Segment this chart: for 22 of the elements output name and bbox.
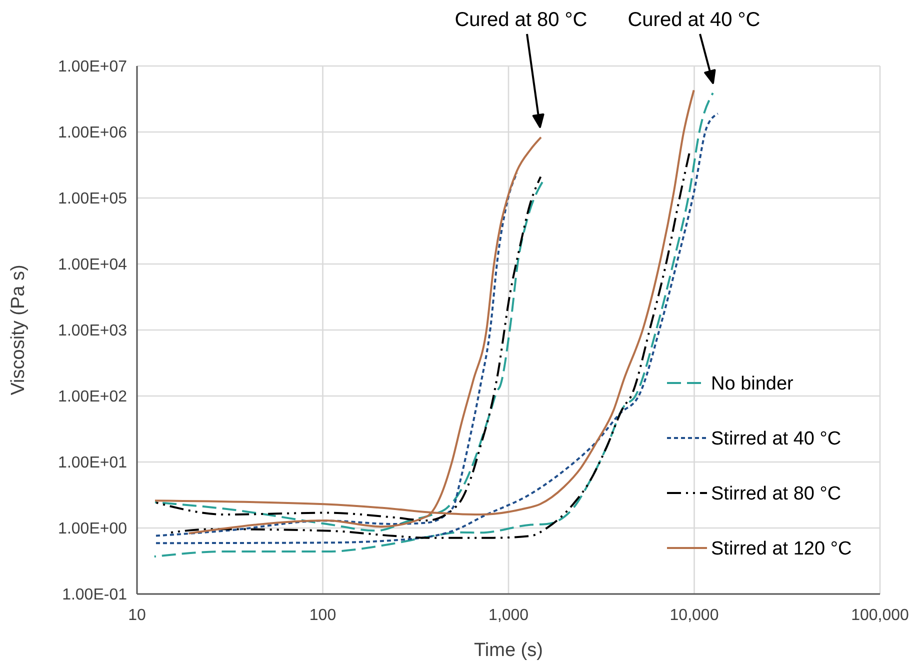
text: Cured at 40 °C [628, 9, 760, 31]
y-tick-label: 1.00E+00 [58, 520, 128, 538]
legend-label: No binder [711, 374, 794, 395]
y-tick-label: 1.00E-01 [62, 586, 128, 604]
x-axis-title: Time (s) [474, 640, 543, 661]
y-tick-label: 1.00E+02 [58, 388, 128, 406]
y-tick-label: 1.00E+05 [58, 190, 128, 208]
x-tick-label: 10 [128, 607, 146, 624]
y-tick-label: 1.00E+06 [58, 124, 128, 142]
y-tick-label: 1.00E+07 [58, 58, 128, 76]
legend-label: Stirred at 80 °C [711, 484, 842, 505]
x-tick-label: 100,000 [851, 607, 910, 624]
y-tick-label: 1.00E+04 [58, 256, 128, 274]
legend-label: Stirred at 40 °C [711, 428, 842, 450]
y-tick-label: 1.00E+01 [58, 454, 128, 472]
x-tick-label: 100 [309, 607, 336, 624]
x-tick-label: 1,000 [488, 607, 529, 624]
legend-label: Stirred at 120 °C [711, 538, 852, 560]
text: Cured at 80 °C [454, 9, 588, 31]
y-tick-label: 1.00E+03 [58, 322, 128, 340]
y-axis-title: Viscosity (Pa s) [8, 264, 29, 396]
x-tick-label: 10,000 [670, 607, 719, 624]
